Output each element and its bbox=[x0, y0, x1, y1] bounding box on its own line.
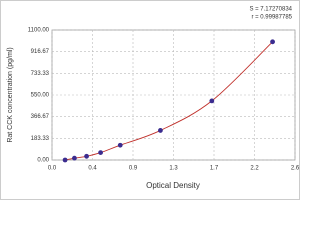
x-tick-label: 2.2 bbox=[250, 166, 259, 172]
y-tick-label: 916.67 bbox=[31, 49, 50, 55]
data-point bbox=[270, 39, 275, 45]
y-tick-label: 366.67 bbox=[31, 114, 50, 120]
data-point bbox=[209, 98, 215, 104]
annotation: S = 7.17270834 bbox=[249, 7, 292, 13]
x-axis-label: Optical Density bbox=[146, 181, 200, 190]
chart: S = 7.17270834 r = 0.99987785 Optical De… bbox=[0, 0, 300, 200]
x-tick-label: 1.3 bbox=[169, 166, 178, 172]
data-point bbox=[117, 142, 123, 148]
data-point bbox=[84, 153, 89, 159]
y-tick-label: 0.00 bbox=[37, 158, 49, 164]
x-tick-label: 0.4 bbox=[88, 166, 97, 172]
y-tick-label: 1100.00 bbox=[28, 28, 50, 34]
y-tick-label: 183.33 bbox=[31, 136, 50, 142]
y-tick-label: 550.00 bbox=[31, 93, 50, 99]
data-point bbox=[72, 155, 77, 161]
x-tick-label: 0.0 bbox=[48, 166, 57, 172]
x-tick-label: 2.6 bbox=[291, 166, 300, 172]
annotation: r = 0.99987785 bbox=[251, 15, 292, 21]
page: {"chart_data": {"type": "scatter", "x_la… bbox=[0, 0, 300, 200]
x-tick-label: 0.9 bbox=[129, 166, 138, 172]
y-axis-label: Rat CCK concentration (pg/ml) bbox=[7, 47, 14, 142]
y-tick-label: 733.33 bbox=[31, 71, 50, 77]
data-point bbox=[62, 157, 68, 163]
data-point bbox=[158, 128, 163, 133]
x-tick-label: 1.7 bbox=[210, 166, 219, 172]
data-point bbox=[98, 150, 103, 156]
